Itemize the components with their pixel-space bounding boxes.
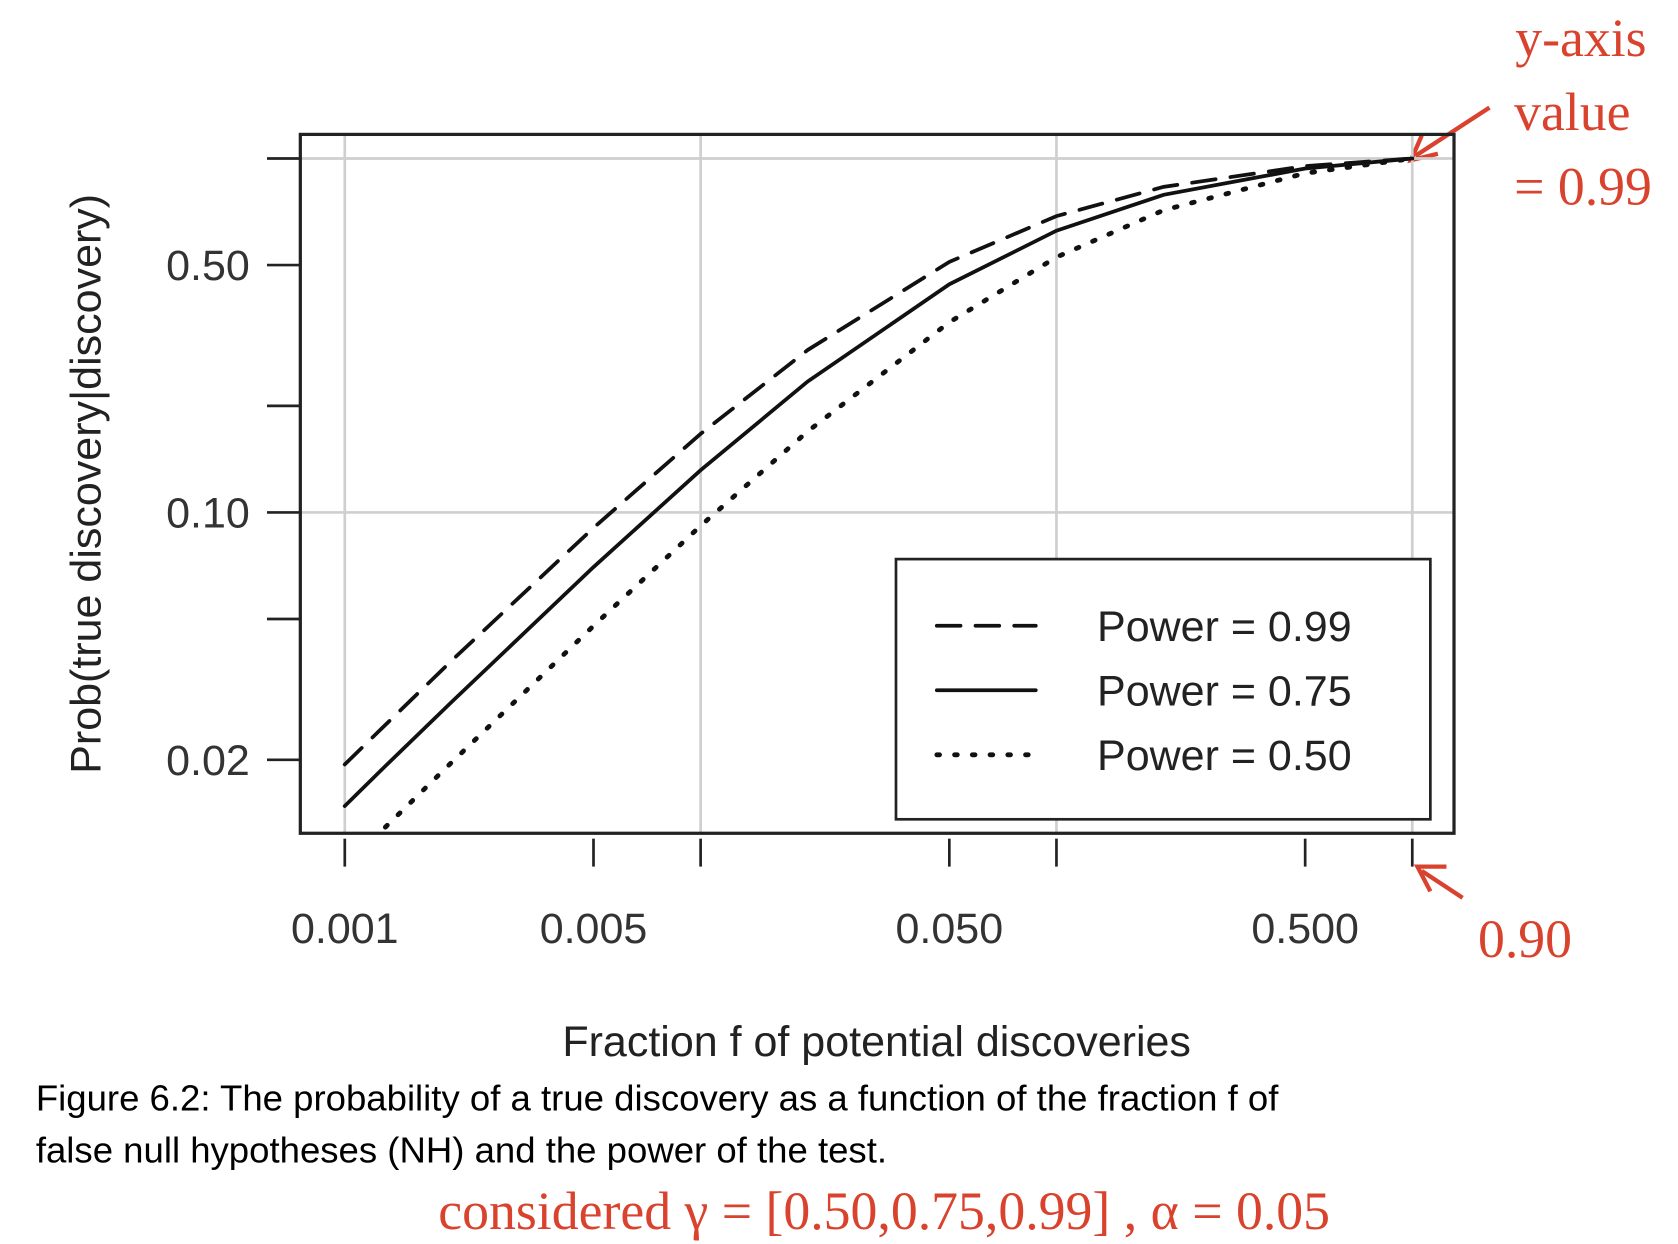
annotation-arrows <box>1407 105 1491 900</box>
y-tick-label: 0.10 <box>166 489 250 537</box>
x-tick-label: 0.005 <box>540 905 648 953</box>
caption-line: false null hypotheses (NH) and the power… <box>36 1129 887 1170</box>
caption-line: Figure 6.2: The probability of a true di… <box>36 1078 1279 1119</box>
plot-frame <box>298 132 1456 835</box>
annotation: = 0.99 <box>1514 156 1652 216</box>
legend-label: Power = 0.75 <box>1097 667 1352 715</box>
arrow-head <box>1413 864 1447 893</box>
arrow <box>1420 869 1464 900</box>
annotation: y-axis <box>1515 8 1646 68</box>
annotation: considered γ = [0.50,0.75,0.99] , α = 0.… <box>438 1181 1330 1241</box>
x-tick-label: 0.500 <box>1251 905 1359 953</box>
x-tick-label: 0.001 <box>291 905 399 953</box>
legend-label: Power = 0.99 <box>1097 603 1352 651</box>
annotation: 0.90 <box>1478 909 1572 969</box>
x-axis-title: Fraction f of potential discoveries <box>562 1018 1191 1066</box>
line-series <box>342 156 1415 808</box>
annotation: value <box>1514 82 1630 142</box>
y-tick-label: 0.02 <box>166 737 250 785</box>
y-tick-label: 0.50 <box>166 242 250 290</box>
arrow <box>1414 105 1491 158</box>
x-tick-label: 0.050 <box>896 905 1004 953</box>
y-axis-title: Prob(true discovery|discovery) <box>62 194 110 774</box>
line-series <box>342 156 1415 767</box>
legend-label: Power = 0.50 <box>1097 732 1352 780</box>
